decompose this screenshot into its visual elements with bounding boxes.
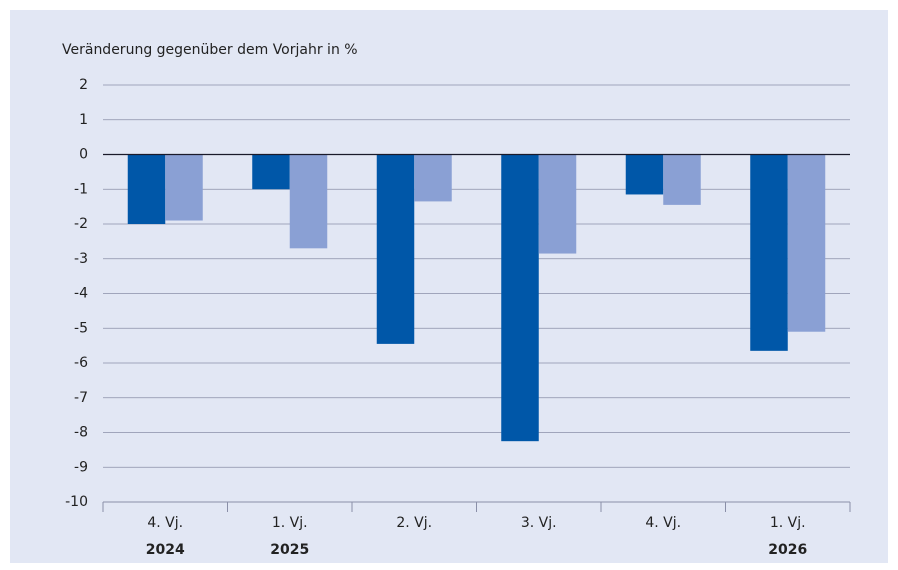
bar: [501, 154, 539, 442]
y-tick-label: -2: [74, 216, 88, 232]
bar: [787, 154, 826, 332]
bar: [165, 154, 203, 221]
x-tick-label: 1. Vj.: [770, 515, 806, 531]
y-tick-label: -8: [74, 425, 88, 441]
y-tick-label: -10: [65, 494, 88, 510]
y-tick-label: 0: [79, 147, 88, 163]
bar: [538, 154, 577, 254]
x-tick-label: 4. Vj.: [147, 515, 183, 531]
x-tick-label: 2. Vj.: [396, 515, 432, 531]
y-tick-label: 2: [79, 77, 88, 93]
y-tick-label: -4: [74, 286, 88, 302]
chart-background: [10, 10, 888, 563]
x-tick-label: 4. Vj.: [645, 515, 681, 531]
bar: [414, 154, 452, 202]
x-tick-label: 1. Vj.: [272, 515, 308, 531]
year-label: 2026: [768, 542, 807, 558]
y-axis-label: Veränderung gegenüber dem Vorjahr in %: [62, 42, 358, 58]
x-tick-label: 3. Vj.: [521, 515, 557, 531]
year-label: 2025: [270, 542, 309, 558]
y-tick-label: -5: [74, 320, 88, 336]
year-label: 2024: [146, 542, 185, 558]
y-tick-label: -7: [74, 390, 88, 406]
bar: [252, 154, 290, 190]
y-tick-label: -6: [74, 355, 88, 371]
bar: [376, 154, 415, 344]
bar: [289, 154, 328, 249]
y-tick-label: -3: [74, 251, 88, 267]
bar: [625, 154, 664, 195]
bar: [127, 154, 166, 224]
bar: [663, 154, 701, 205]
y-tick-label: -9: [74, 459, 88, 475]
y-tick-label: 1: [79, 112, 88, 128]
bar: [750, 154, 788, 351]
y-tick-label: -1: [74, 181, 88, 197]
